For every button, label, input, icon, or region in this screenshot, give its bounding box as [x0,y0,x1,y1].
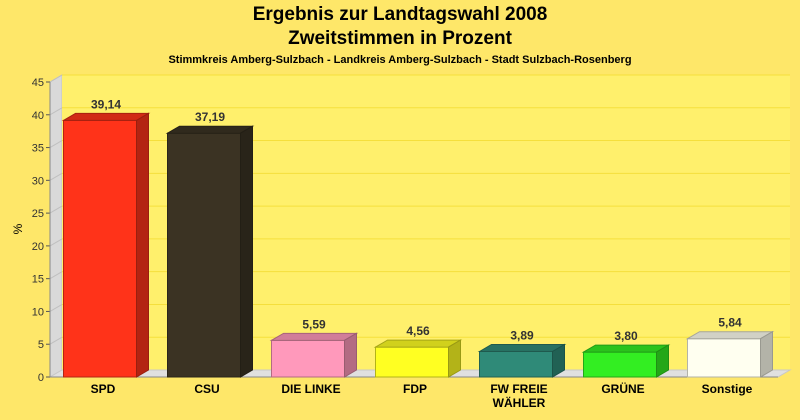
y-tick-label: 0 [38,372,44,384]
x-tick-label: DIE LINKE [281,382,340,396]
data-label: 3,89 [510,328,534,342]
bar-2 [271,339,345,378]
grid-line-side [49,172,63,181]
chart-subtitle: Zweitstimmen in Prozent [288,28,512,49]
y-tick-label: 35 [32,143,44,155]
bar-0 [63,119,137,378]
y-tick-label: 30 [32,175,44,187]
y-axis-label: % [11,223,25,234]
data-label: 37,19 [195,110,225,124]
grid-line-side [49,74,63,83]
y-tick-label: 15 [32,274,44,286]
bar-top-4 [477,343,567,352]
bar-1 [167,132,241,378]
bar-side-4 [552,343,565,378]
y-tick-label: 20 [32,241,44,253]
bar-top-5 [581,344,671,353]
y-tick-label: 10 [32,306,44,318]
bar-side-2 [344,332,357,378]
data-label: 5,84 [718,316,742,330]
data-label: 5,59 [302,317,326,331]
y-tick-label: 40 [32,110,44,122]
bar-side-3 [448,339,461,378]
bar-3 [375,346,449,378]
bar-side-5 [656,344,669,378]
y-tick-label: 5 [38,339,44,351]
data-label: 39,14 [91,97,121,111]
chart-title: Ergebnis zur Landtagswahl 2008 [252,4,548,25]
grid-line-side [49,336,63,345]
bar-top-3 [373,339,463,348]
grid-line-side [49,271,63,280]
data-label: 3,80 [614,329,638,343]
bar-top-6 [685,331,775,340]
bar-side-6 [760,330,773,378]
x-tick-label: GRÜNE [601,381,644,396]
bar-top-1 [165,125,255,134]
grid-line-side [49,238,63,247]
grid-line-side [49,107,63,116]
bar-4 [479,350,553,378]
grid-line-side [49,140,63,148]
grid-line-side [49,205,63,214]
x-tick-label: SPD [91,382,116,396]
y-tick-label: 25 [32,208,44,220]
bar-top-0 [61,112,151,121]
bar-top-2 [269,332,359,341]
side-wall [49,74,63,378]
data-label: 4,56 [406,324,430,338]
chart-caption: Stimmkreis Amberg-Sulzbach - Landkreis A… [168,54,632,66]
bar-side-0 [136,112,149,378]
x-tick-label: CSU [194,382,219,396]
x-tick-label: Sonstige [702,382,753,396]
grid-line-side [49,304,63,312]
x-tick-label: FW FREIE [490,382,547,396]
bar-6 [687,338,761,378]
x-tick-label: WÄHLER [493,395,546,410]
bar-5 [583,351,657,378]
y-tick-label: 45 [32,77,44,89]
bar-side-1 [240,125,253,378]
x-tick-label: FDP [403,382,427,396]
